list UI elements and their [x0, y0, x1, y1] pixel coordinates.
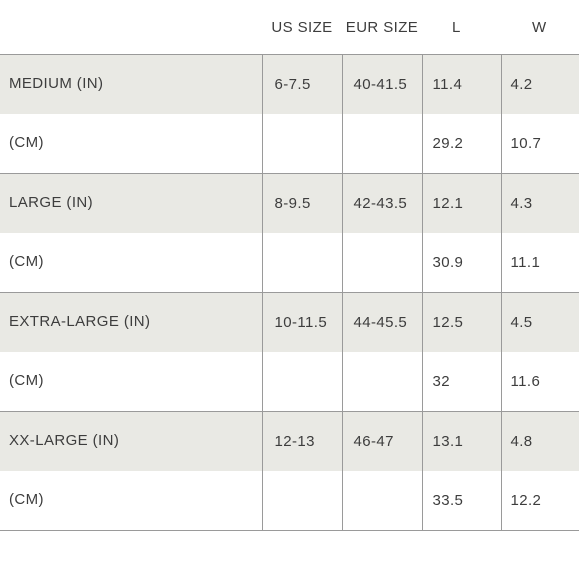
size-chart-table: US SIZE EUR SIZE L W MEDIUM (IN) 6-7.5 4…: [0, 0, 579, 531]
table-body: MEDIUM (IN) 6-7.5 40-41.5 11.4 4.2 (CM) …: [0, 54, 579, 531]
size-label: (CM): [0, 233, 262, 293]
size-label-text: (CM): [9, 491, 44, 508]
eur-size-value: 40-41.5: [341, 54, 422, 114]
length-value: 30.9: [421, 233, 501, 293]
us-size-value: [261, 352, 342, 412]
length-value: 11.4: [421, 54, 501, 114]
size-label: MEDIUM (IN): [0, 54, 262, 114]
eur-size-value: 44-45.5: [341, 292, 422, 352]
size-label-text: MEDIUM (IN): [9, 75, 104, 92]
length-value: 13.1: [421, 411, 501, 471]
eur-size-value: [341, 352, 422, 412]
header-width: W: [501, 0, 579, 55]
size-label-text: (CM): [9, 253, 44, 270]
width-value: 11.6: [500, 352, 579, 412]
size-label-text: XX-LARGE (IN): [9, 432, 120, 449]
length-value: 12.1: [421, 173, 501, 233]
size-label-text: EXTRA-LARGE (IN): [9, 313, 151, 330]
table-row: (CM) 32 11.6: [0, 352, 579, 412]
size-label-text: (CM): [9, 134, 44, 151]
width-value: 4.3: [500, 173, 579, 233]
width-value: 4.8: [500, 411, 579, 471]
us-size-value: 12-13: [261, 411, 342, 471]
width-value: 11.1: [500, 233, 579, 293]
table-row: (CM) 33.5 12.2: [0, 471, 579, 531]
width-value: 4.5: [500, 292, 579, 352]
us-size-value: [261, 114, 342, 174]
width-value: 12.2: [500, 471, 579, 531]
us-size-value: 10-11.5: [261, 292, 342, 352]
table-row: MEDIUM (IN) 6-7.5 40-41.5 11.4 4.2: [0, 54, 579, 114]
length-value: 12.5: [421, 292, 501, 352]
us-size-value: 8-9.5: [261, 173, 342, 233]
header-length: L: [422, 0, 501, 55]
eur-size-value: [341, 233, 422, 293]
header-eur-size: EUR SIZE: [342, 0, 422, 55]
size-label-text: (CM): [9, 372, 44, 389]
size-label: (CM): [0, 471, 262, 531]
length-value: 29.2: [421, 114, 501, 174]
eur-size-value: [341, 114, 422, 174]
eur-size-value: 42-43.5: [341, 173, 422, 233]
us-size-value: [261, 233, 342, 293]
width-value: 10.7: [500, 114, 579, 174]
size-label: EXTRA-LARGE (IN): [0, 292, 262, 352]
eur-size-value: [341, 471, 422, 531]
table-row: (CM) 30.9 11.1: [0, 233, 579, 293]
size-label: (CM): [0, 352, 262, 412]
us-size-value: [261, 471, 342, 531]
length-value: 33.5: [421, 471, 501, 531]
size-label-text: LARGE (IN): [9, 194, 94, 211]
table-row: (CM) 29.2 10.7: [0, 114, 579, 174]
table-header: US SIZE EUR SIZE L W: [0, 0, 579, 55]
header-row: US SIZE EUR SIZE L W: [0, 0, 579, 55]
table-row: LARGE (IN) 8-9.5 42-43.5 12.1 4.3: [0, 173, 579, 233]
size-label: (CM): [0, 114, 262, 174]
length-value: 32: [421, 352, 501, 412]
size-label: XX-LARGE (IN): [0, 411, 262, 471]
table-row: XX-LARGE (IN) 12-13 46-47 13.1 4.8: [0, 411, 579, 471]
size-label: LARGE (IN): [0, 173, 262, 233]
table-row: EXTRA-LARGE (IN) 10-11.5 44-45.5 12.5 4.…: [0, 292, 579, 352]
header-size-label: [0, 0, 262, 55]
us-size-value: 6-7.5: [261, 54, 342, 114]
eur-size-value: 46-47: [341, 411, 422, 471]
header-us-size: US SIZE: [262, 0, 342, 55]
width-value: 4.2: [500, 54, 579, 114]
